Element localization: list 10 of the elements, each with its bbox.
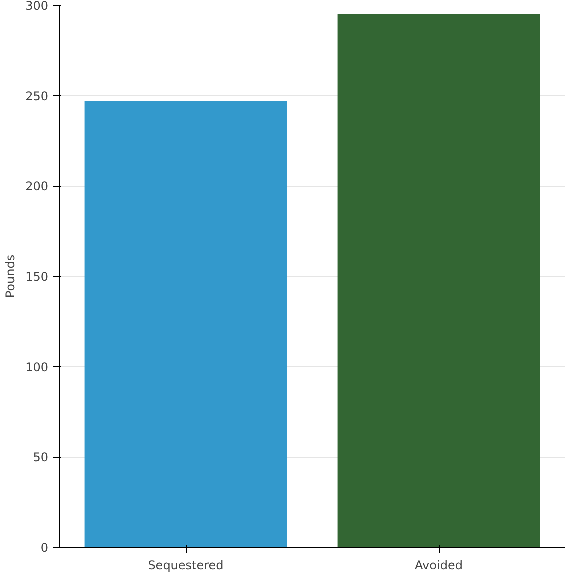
y-tick-label: 100 <box>26 360 48 374</box>
x-tick-label: Avoided <box>415 558 463 572</box>
y-tick-label: 300 <box>26 0 48 13</box>
y-tick-label: 150 <box>26 270 48 284</box>
x-tick-label: Sequestered <box>148 558 224 572</box>
y-tick-label: 200 <box>26 180 48 194</box>
y-tick-label: 0 <box>40 541 49 555</box>
y-axis-title: Pounds <box>4 254 18 298</box>
y-tick-label: 250 <box>26 89 48 104</box>
y-tick-label: 50 <box>33 450 49 465</box>
